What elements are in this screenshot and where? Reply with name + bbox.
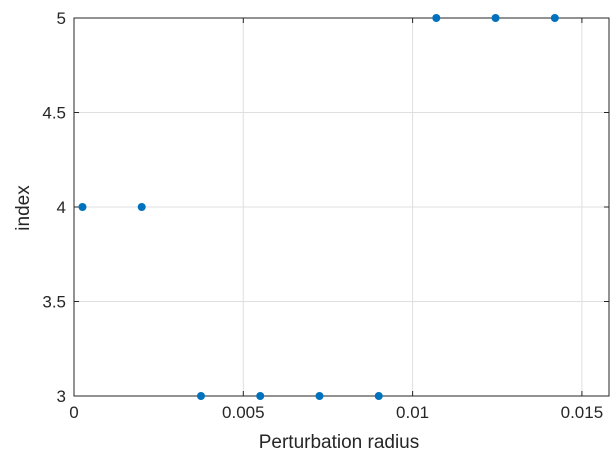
y-tick-label: 3	[57, 387, 66, 406]
data-points	[78, 14, 559, 400]
data-point	[374, 392, 383, 400]
x-tick-label: 0.01	[396, 403, 429, 422]
y-axis-ticks: 3 3.5 4 4.5 5	[42, 9, 609, 406]
data-point	[256, 392, 265, 400]
x-tick-label: 0.005	[222, 403, 265, 422]
x-axis-ticks: 0 0.005 0.01 0.015	[69, 18, 603, 422]
y-tick-label: 5	[57, 9, 66, 28]
data-point	[315, 392, 324, 400]
data-point	[550, 14, 559, 22]
x-tick-label: 0	[69, 403, 78, 422]
y-tick-label: 4	[57, 198, 66, 217]
y-tick-label: 3.5	[42, 293, 66, 312]
y-axis-label: index	[13, 185, 34, 231]
data-point	[432, 14, 441, 22]
data-point	[196, 392, 205, 400]
data-point	[78, 203, 87, 211]
data-point	[491, 14, 500, 22]
y-tick-label: 4.5	[42, 104, 66, 123]
data-point	[137, 203, 146, 211]
x-axis-label: Perturbation radius	[259, 432, 420, 453]
x-tick-label: 0.015	[561, 403, 604, 422]
